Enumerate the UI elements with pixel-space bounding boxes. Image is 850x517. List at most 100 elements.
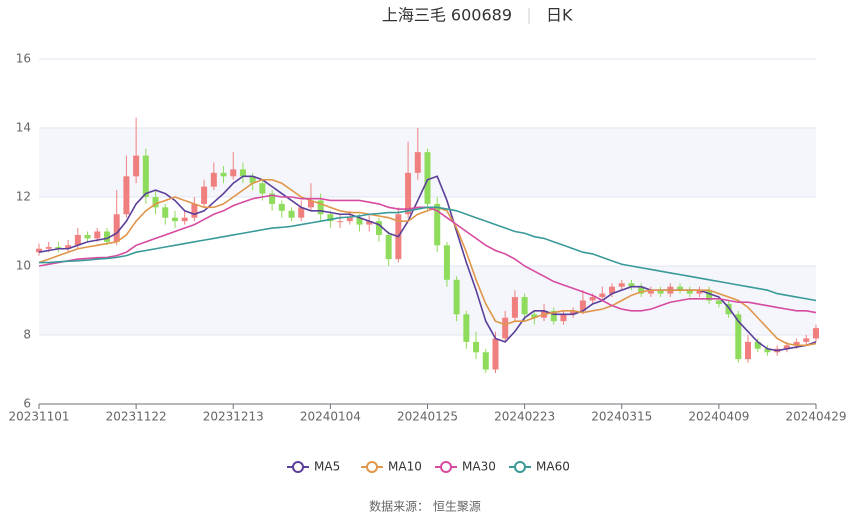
- candle-body: [609, 286, 616, 294]
- candle-body: [783, 345, 790, 349]
- chart-title: 上海三毛 600689: [382, 6, 512, 25]
- candle-body: [657, 290, 664, 294]
- candle-body: [647, 290, 654, 294]
- candle-body: [686, 290, 693, 294]
- candle-body: [317, 200, 324, 215]
- candle-body: [171, 217, 178, 222]
- legend-marker: [440, 461, 452, 473]
- candle-body: [65, 245, 72, 249]
- candle-body: [249, 176, 256, 184]
- candle-body: [725, 303, 732, 315]
- candle-body: [638, 286, 645, 294]
- candle-body: [288, 210, 295, 218]
- candle-body: [793, 341, 800, 346]
- candle-body: [502, 317, 509, 339]
- candle-body: [677, 286, 684, 291]
- legend-label: MA30: [462, 460, 496, 474]
- candle-body: [706, 290, 713, 301]
- candle-body: [511, 297, 518, 318]
- candle-body: [812, 328, 820, 339]
- candle-body: [434, 203, 441, 246]
- source-note: 数据来源： 恒生聚源: [369, 499, 481, 514]
- x-tick-label: 20231213: [203, 410, 264, 424]
- candle-body: [715, 300, 722, 304]
- candle-body: [162, 207, 169, 218]
- candle-body: [745, 341, 752, 360]
- y-tick-label: 14: [16, 121, 31, 135]
- candle-body: [628, 283, 635, 287]
- candle-body: [550, 310, 557, 322]
- grid-band: [39, 266, 816, 335]
- candle-body: [453, 279, 460, 315]
- candle-body: [220, 172, 227, 177]
- candle-body: [45, 247, 52, 249]
- candle-body: [803, 338, 810, 342]
- candle-body: [696, 290, 703, 294]
- candle-body: [307, 200, 314, 208]
- candle-body: [589, 297, 596, 301]
- candle-body: [201, 186, 208, 204]
- candle-body: [298, 207, 305, 218]
- candle-body: [327, 214, 334, 222]
- candle-body: [443, 245, 450, 280]
- legend-marker: [292, 461, 304, 473]
- chart-subtitle: 日K: [546, 6, 573, 25]
- candle-body: [181, 217, 188, 222]
- candle-body: [366, 221, 373, 225]
- x-tick-label: 20240125: [397, 410, 458, 424]
- candle-body: [531, 314, 538, 318]
- candle-body: [764, 348, 771, 353]
- candle-body: [259, 183, 266, 194]
- candle-body: [618, 283, 625, 287]
- candle-body: [492, 338, 499, 370]
- y-tick-label: 12: [16, 190, 31, 204]
- legend-label: MA5: [314, 460, 340, 474]
- x-tick-label: 20240315: [591, 410, 652, 424]
- legend-marker: [514, 461, 526, 473]
- candle-body: [560, 314, 567, 322]
- candle-body: [463, 314, 470, 342]
- candle-body: [269, 193, 276, 204]
- candle-body: [521, 297, 528, 315]
- candle-body: [113, 214, 120, 242]
- candle-body: [346, 217, 353, 222]
- candle-body: [414, 152, 421, 173]
- candle-body: [152, 197, 159, 208]
- candle-body: [570, 310, 577, 315]
- y-tick-label: 16: [16, 52, 31, 66]
- candle-body: [337, 221, 344, 223]
- candle-body: [473, 341, 480, 353]
- candle-body: [191, 203, 198, 218]
- candle-body: [405, 172, 412, 215]
- candle-body: [210, 172, 217, 187]
- legend-label: MA10: [388, 460, 422, 474]
- candle-body: [424, 152, 431, 204]
- candle-body: [754, 341, 761, 349]
- candle-body: [239, 169, 246, 177]
- x-tick-label: 20240429: [785, 410, 846, 424]
- x-tick-label: 20240223: [494, 410, 555, 424]
- candle-body: [482, 352, 489, 370]
- candle-body: [133, 155, 140, 177]
- candle-body: [74, 234, 81, 246]
- candle-body: [84, 234, 91, 239]
- y-tick-label: 8: [23, 328, 31, 342]
- candle-body: [94, 231, 101, 239]
- ma-line: [39, 206, 817, 302]
- candle-body: [356, 217, 363, 225]
- candle-body: [735, 314, 742, 360]
- candle-body: [55, 247, 62, 249]
- ma-line: [38, 178, 817, 347]
- x-tick-label: 20240104: [300, 410, 361, 424]
- x-tick-label: 20231122: [106, 410, 167, 424]
- candle-body: [579, 300, 586, 311]
- legend-label: MA60: [536, 460, 570, 474]
- candle-body: [599, 293, 606, 298]
- x-tick-label: 20240409: [688, 410, 749, 424]
- candle-body: [230, 169, 237, 177]
- candle-body: [278, 203, 285, 211]
- candle-body: [123, 176, 130, 215]
- candle-body: [35, 248, 43, 253]
